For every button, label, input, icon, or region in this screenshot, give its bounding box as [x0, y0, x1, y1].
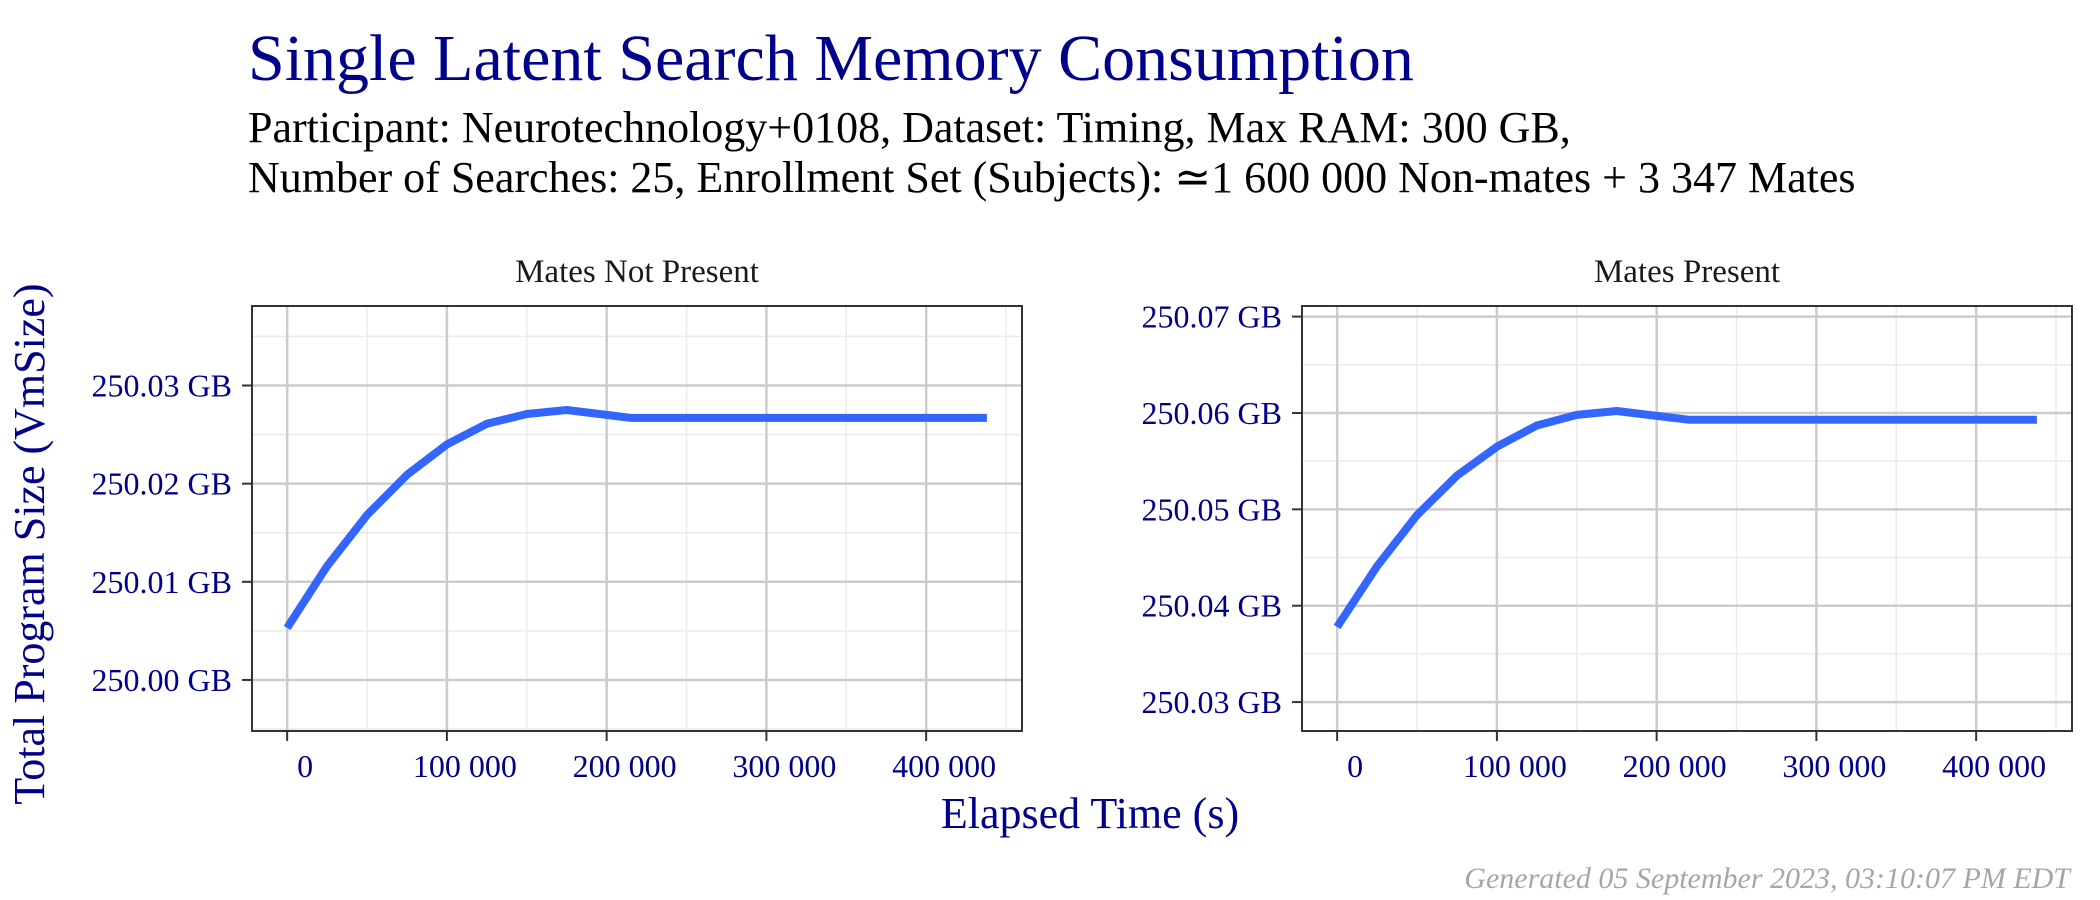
- y-tick-label: 250.04 GB: [1142, 588, 1282, 624]
- y-tick-label: 250.05 GB: [1142, 491, 1282, 527]
- x-tick-label: 300 000: [1782, 748, 1886, 784]
- y-tick-label: 250.07 GB: [1142, 299, 1282, 335]
- series-line: [283, 406, 987, 631]
- y-tick-label: 250.00 GB: [92, 662, 232, 698]
- plot-background: [1302, 306, 2072, 731]
- x-tick-label: 400 000: [1942, 748, 2046, 784]
- panel-title: Mates Not Present: [515, 254, 759, 290]
- x-tick-label: 100 000: [1463, 748, 1567, 784]
- generated-timestamp: Generated 05 September 2023, 03:10:07 PM…: [1464, 862, 2072, 895]
- panel-border: [251, 305, 1023, 732]
- series-line: [1333, 407, 2037, 630]
- x-tick-label: 200 000: [573, 748, 677, 784]
- x-tick-label: 200 000: [1623, 748, 1727, 784]
- panel-mates-present: Mates Present 0 100 000 200 000 300 000 400 0…: [1142, 254, 2073, 784]
- plot-background: [252, 306, 1022, 731]
- y-tick-label: 250.06 GB: [1142, 395, 1282, 431]
- x-tick-label: 0: [297, 748, 313, 784]
- x-tick-label: 300 000: [732, 748, 836, 784]
- panel-mates-not-present: Mates Not Present 0 100 000 200 000 300 000 4…: [92, 254, 1023, 784]
- y-axis-title: Total Program Size (VmSize): [5, 283, 54, 804]
- chart-subtitle-line-2: Number of Searches: 25, Enrollment Set (…: [248, 153, 1856, 202]
- y-tick-label: 250.01 GB: [92, 564, 232, 600]
- y-tick-label: 250.02 GB: [92, 466, 232, 502]
- chart-subtitle-line-1: Participant: Neurotechnology+0108, Datas…: [248, 103, 1571, 152]
- panel-border: [1301, 305, 2073, 732]
- x-axis-title: Elapsed Time (s): [941, 789, 1239, 838]
- y-tick-label: 250.03 GB: [1142, 684, 1282, 720]
- chart-title: Single Latent Search Memory Consumption: [248, 22, 1414, 95]
- x-tick-label: 400 000: [892, 748, 996, 784]
- x-tick-label: 0: [1347, 748, 1363, 784]
- x-tick-label: 100 000: [413, 748, 517, 784]
- panel-title: Mates Present: [1594, 254, 1780, 290]
- y-tick-label: 250.03 GB: [92, 368, 232, 404]
